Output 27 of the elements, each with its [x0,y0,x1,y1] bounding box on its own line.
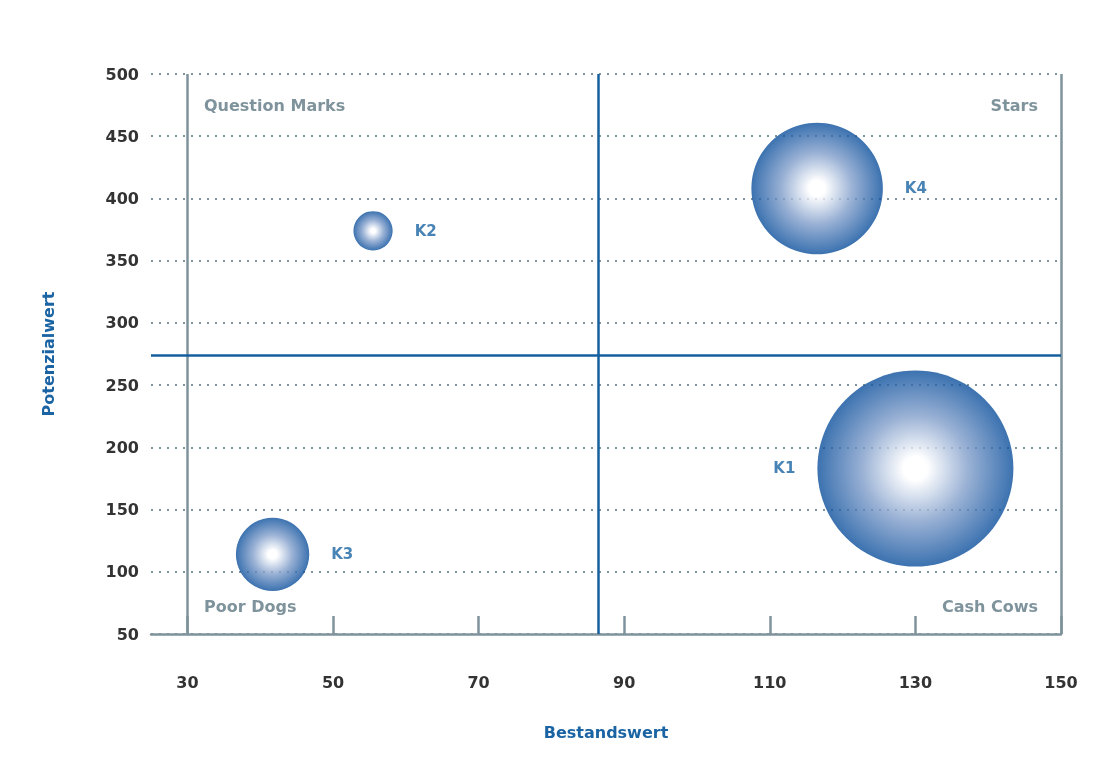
annotation: Question Marks [204,95,346,115]
series-label: K4 [904,179,927,198]
series-label: K2 [414,221,437,240]
y-tick-label: 500 [105,64,139,84]
x-tick-label: 30 [176,672,199,692]
series-label: K3 [331,545,354,564]
x-tick-label: 150 [1044,672,1078,692]
y-tick-label: 300 [105,313,139,333]
series-label: K1 [773,459,796,478]
x-axis-title: Bestandswert [543,722,669,742]
y-tick-label: 400 [105,188,139,208]
y-tick-label: 350 [105,251,139,271]
annotation: Poor Dogs [204,596,297,616]
y-tick-label: 150 [105,500,139,520]
y-tick-label: 50 [116,624,139,644]
annotation: Stars [990,95,1038,115]
y-tick-label: 200 [105,437,139,457]
y-tick-label: 250 [105,375,139,395]
x-tick-label: 110 [753,672,787,692]
y-axis-title: Potenzialwert [38,291,58,417]
x-tick-label: 70 [467,672,490,692]
x-tick-label: 50 [321,672,345,692]
x-tick-label: 130 [898,672,933,692]
x-tick-label: 90 [613,672,636,692]
annotation: Cash Cows [941,596,1038,616]
y-tick-label: 450 [105,126,139,146]
y-tick-label: 100 [105,562,139,582]
